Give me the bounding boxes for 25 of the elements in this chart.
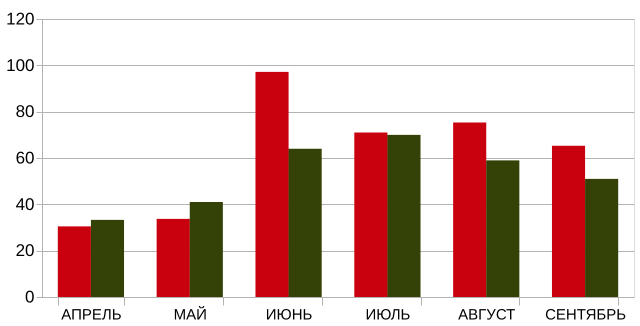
bar xyxy=(90,220,124,297)
bar xyxy=(453,122,486,297)
bar xyxy=(190,202,223,297)
bar xyxy=(552,146,586,297)
bar xyxy=(387,134,421,297)
x-tick-label: АВГУСТ xyxy=(458,306,516,324)
bar xyxy=(288,148,322,297)
bar xyxy=(354,132,388,297)
x-tick-label: ИЮЛЬ xyxy=(365,306,411,324)
y-tick-label: 0 xyxy=(25,288,34,306)
bar xyxy=(486,160,520,297)
y-tick-label: 60 xyxy=(16,148,34,168)
x-tick-label: АПРЕЛЬ xyxy=(61,306,122,324)
x-tick-label: СЕНТЯБРЬ xyxy=(545,306,626,324)
bar xyxy=(156,218,190,297)
bar xyxy=(58,226,91,297)
y-tick-label: 20 xyxy=(16,241,34,260)
bar xyxy=(255,72,289,297)
bar xyxy=(585,178,618,297)
x-tick-label: ИЮНЬ xyxy=(266,306,313,324)
y-tick-label: 80 xyxy=(16,102,34,122)
y-tick-label: 40 xyxy=(16,194,34,214)
y-tick-label: 120 xyxy=(6,10,34,28)
x-tick-label: МАЙ xyxy=(174,306,207,324)
y-tick-label: 100 xyxy=(6,56,34,75)
